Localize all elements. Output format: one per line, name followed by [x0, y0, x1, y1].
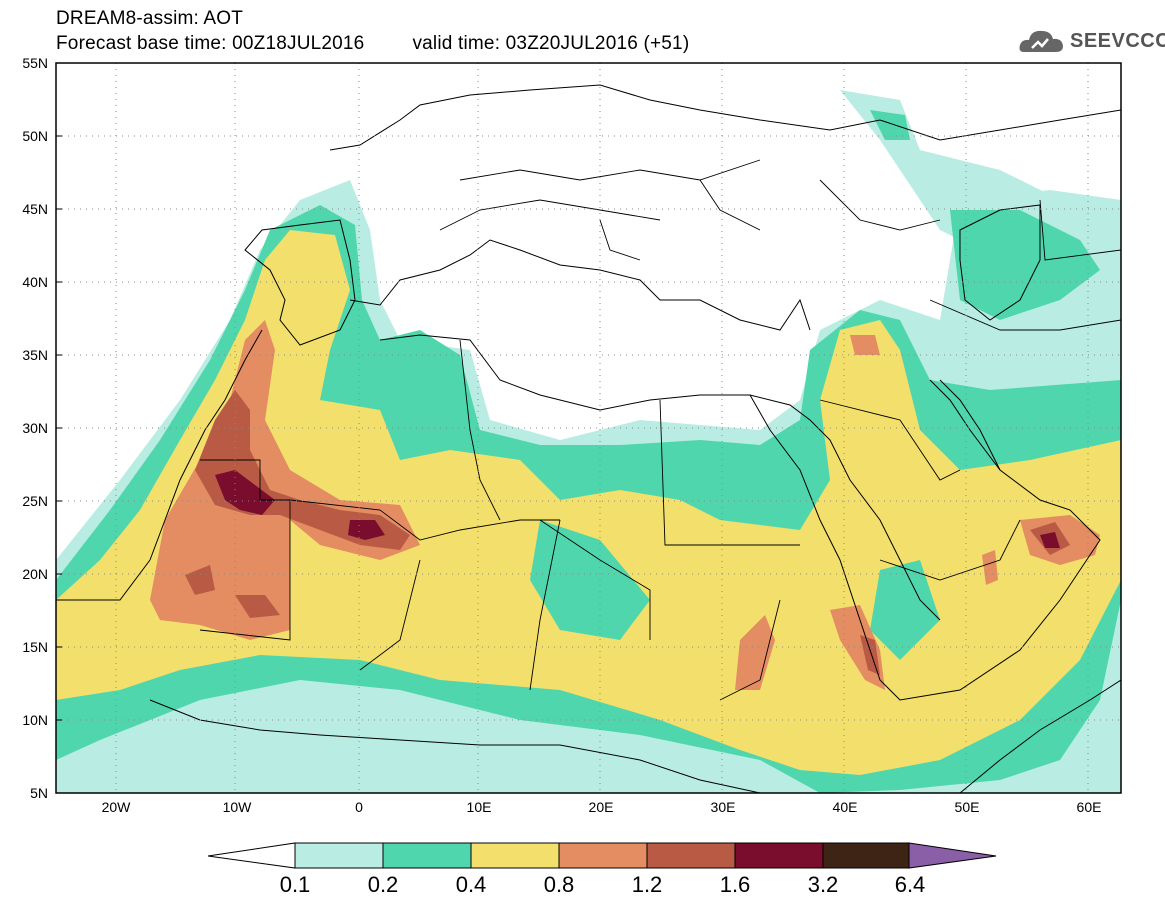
colorbar-high-arrow — [908, 842, 997, 869]
borders — [199, 159, 1121, 701]
colorbar — [207, 842, 997, 869]
colorbar-swatch — [646, 842, 736, 869]
colorbar-label: 1.2 — [631, 872, 663, 897]
lat-axis — [56, 62, 62, 794]
cloud-logo-icon — [1019, 30, 1063, 52]
lat-label: 55N — [22, 55, 48, 71]
aot-band-0.1-north — [840, 90, 1121, 270]
logo-text: SEEVCCC — [1070, 30, 1165, 52]
colorbar-low-arrow — [207, 842, 296, 869]
colorbar-label: 0.8 — [543, 872, 575, 897]
aot-band-0.8-iraq — [850, 335, 880, 355]
lat-label: 50N — [22, 128, 48, 144]
valid-time: valid time: 03Z20JUL2016 (+51) — [412, 33, 690, 54]
aot-contours — [56, 63, 1121, 793]
lat-label: 45N — [22, 201, 48, 217]
lat-label: 35N — [22, 347, 48, 363]
lat-label: 40N — [22, 274, 48, 290]
lon-label: 10E — [467, 799, 492, 815]
aot-band-1.2-south — [185, 565, 215, 595]
colorbar-label: 6.4 — [894, 872, 926, 897]
lat-label: 15N — [22, 639, 48, 655]
lat-label: 30N — [22, 420, 48, 436]
aot-band-1.2-south2 — [235, 595, 280, 618]
lon-label: 60E — [1077, 799, 1102, 815]
forecast-times: Forecast base time: 00Z18JUL2016 valid ti… — [56, 33, 689, 55]
colorbar-swatch — [822, 842, 910, 869]
colorbar-label: 3.2 — [807, 872, 839, 897]
aot-band-1.6-east — [348, 520, 385, 540]
lon-label: 50E — [955, 799, 980, 815]
coastlines — [56, 84, 1121, 793]
lon-label: 0 — [355, 799, 363, 815]
lon-label: 10W — [223, 799, 253, 815]
base-time: Forecast base time: 00Z18JUL2016 — [56, 33, 365, 54]
lat-label: 10N — [22, 712, 48, 728]
lat-label: 5N — [30, 785, 48, 801]
aot-band-0.8-sudan — [735, 615, 775, 690]
aot-band-0.2-n — [870, 110, 910, 140]
seevccc-logo: SEEVCCC — [1018, 24, 1165, 58]
colorbar-label: 1.6 — [719, 872, 751, 897]
colorbar-swatch — [558, 842, 648, 869]
aot-band-1.6-oman — [1040, 532, 1060, 548]
lon-label: 30E — [711, 799, 736, 815]
colorbar-label: 0.4 — [455, 872, 487, 897]
lat-labels: 55N 50N 45N 40N 35N 30N 25N 20N 15N 10N … — [22, 55, 48, 801]
aot-band-0.8-spot — [982, 550, 998, 585]
aot-band-1.6-west — [215, 470, 275, 515]
lat-label: 20N — [22, 566, 48, 582]
colorbar-swatch — [382, 842, 472, 869]
lon-label: 20E — [589, 799, 614, 815]
map-title: DREAM8-assim: AOT — [56, 8, 244, 29]
lat-label: 25N — [22, 493, 48, 509]
colorbar-swatch — [470, 842, 560, 869]
lon-labels: 20W 10W 0 10E 20E 30E 40E 50E 60E — [102, 799, 1102, 815]
colorbar-label: 0.1 — [279, 872, 311, 897]
low-aot-central — [530, 520, 650, 640]
aot-band-0.8-west — [150, 320, 420, 640]
colorbar-label: 0.2 — [367, 872, 399, 897]
lon-label: 20W — [102, 799, 132, 815]
lon-label: 40E — [833, 799, 858, 815]
colorbar-swatch — [734, 842, 824, 869]
colorbar-swatch — [294, 842, 384, 869]
low-aot-arabia — [870, 560, 940, 660]
aot-band-0.2-caspian — [950, 210, 1100, 320]
